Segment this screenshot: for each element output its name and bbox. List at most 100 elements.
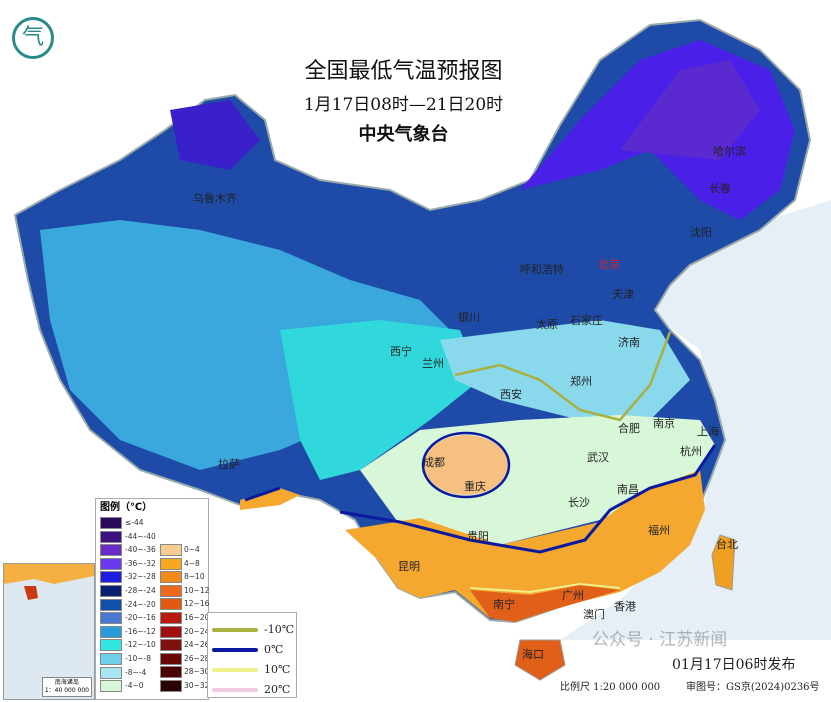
city-label: 南昌 bbox=[617, 483, 639, 496]
city-label: 乌鲁木齐 bbox=[193, 192, 237, 205]
legend-swatch bbox=[160, 571, 182, 584]
city-label: 哈尔滨 bbox=[713, 145, 746, 158]
city-label: 南京 bbox=[653, 417, 675, 430]
isoline-0c bbox=[244, 444, 717, 554]
inset-caption: 南海诸岛 1：40 000 000 bbox=[41, 677, 92, 697]
city-label: 澳门 bbox=[583, 608, 605, 621]
city-label: 沈阳 bbox=[690, 226, 712, 239]
hainan-island bbox=[514, 639, 566, 681]
south-china-sea-inset: 南海诸岛 1：40 000 000 bbox=[3, 563, 95, 700]
city-label: 天津 bbox=[612, 288, 634, 301]
legend-swatch bbox=[160, 544, 182, 556]
isoline-swatch bbox=[212, 628, 258, 632]
city-label: 合肥 bbox=[618, 422, 640, 435]
legend-swatch bbox=[100, 639, 122, 652]
legend-swatch bbox=[100, 612, 122, 625]
inset-title: 南海诸岛 bbox=[54, 679, 79, 686]
legend-swatch bbox=[100, 517, 122, 529]
city-label: 海口 bbox=[522, 648, 544, 661]
legend-label: -36~-32 bbox=[125, 558, 156, 568]
legend-swatch bbox=[100, 571, 122, 584]
legend-label: 8~10 bbox=[184, 572, 205, 582]
inset-scale: 1：40 000 000 bbox=[44, 687, 89, 694]
watermark: 公众号 · 江苏新闻 bbox=[592, 630, 728, 650]
legend-swatch bbox=[100, 680, 122, 693]
isoline-0c-sichuan bbox=[421, 431, 511, 499]
legend-label: -32~-28 bbox=[125, 572, 156, 582]
zone-teal bbox=[280, 320, 480, 480]
city-label: 香港 bbox=[614, 600, 636, 613]
map-title: 全国最低气温预报图 bbox=[304, 59, 503, 84]
legend-swatch bbox=[100, 585, 122, 597]
legend-swatch bbox=[100, 653, 122, 665]
legend-swatch bbox=[100, 598, 122, 611]
city-label: 西宁 bbox=[390, 345, 412, 358]
legend-swatch bbox=[160, 652, 182, 665]
review-number: 审图号：GS京(2024)0236号 bbox=[686, 682, 820, 693]
isoline-label: -10℃ bbox=[264, 623, 295, 636]
forecast-period: 1月17日08时—21日20时 bbox=[303, 95, 504, 115]
city-label: 太原 bbox=[536, 318, 558, 331]
legend-label: -4~0 bbox=[125, 681, 144, 691]
legend-swatch bbox=[100, 625, 122, 638]
legend-swatch bbox=[160, 612, 182, 624]
city-label: 长春 bbox=[709, 182, 731, 195]
city-label: 台北 bbox=[716, 538, 738, 551]
legend-label: 26~28 bbox=[184, 653, 210, 663]
city-label: 贵阳 bbox=[467, 530, 489, 543]
legend-label: -8~-4 bbox=[125, 667, 147, 677]
city-label: 杭州 bbox=[680, 445, 702, 458]
cma-logo: 气 bbox=[12, 17, 54, 59]
city-label: 拉萨 bbox=[218, 458, 240, 471]
city-label: 南宁 bbox=[493, 598, 515, 611]
zone-tibet-south bbox=[240, 488, 300, 510]
city-label: 武汉 bbox=[587, 451, 609, 464]
isoline-minus10 bbox=[454, 331, 672, 422]
legend-label: 10~12 bbox=[184, 585, 210, 595]
sichuan-basin-warm bbox=[424, 435, 508, 495]
legend-swatch bbox=[160, 680, 182, 692]
city-label: 郑州 bbox=[570, 375, 592, 388]
legend-title: 图例（℃） bbox=[100, 502, 153, 513]
zone-south-hot bbox=[470, 585, 620, 622]
legend-swatch bbox=[100, 544, 122, 557]
city-label: 呼和浩特 bbox=[520, 263, 564, 276]
map-scale: 比例尺 1:20 000 000 bbox=[560, 682, 661, 693]
isoline-label: 0℃ bbox=[264, 643, 284, 656]
city-label: 长沙 bbox=[568, 496, 590, 509]
legend-label: -44~-40 bbox=[125, 531, 156, 541]
legend-label: -16~-12 bbox=[125, 626, 156, 636]
legend-swatch bbox=[160, 639, 182, 652]
isoline-swatch bbox=[212, 648, 258, 652]
zone-south-warm bbox=[345, 470, 705, 622]
legend-label: 4~8 bbox=[184, 558, 200, 568]
legend-swatch bbox=[160, 598, 182, 611]
zone-deep-purple bbox=[620, 60, 760, 160]
legend-label: -24~-20 bbox=[125, 599, 156, 609]
legend-swatch bbox=[160, 584, 182, 597]
legend-label: 12~16 bbox=[184, 599, 210, 609]
issuer: 中央气象台 bbox=[358, 124, 449, 145]
isoline-swatch bbox=[212, 668, 258, 672]
inset-map bbox=[4, 564, 94, 600]
city-label: 济南 bbox=[618, 336, 640, 349]
isoline-legend: -10℃ 0℃ 10℃ 20℃ bbox=[207, 612, 297, 698]
legend-swatch bbox=[160, 557, 182, 570]
legend-label: 16~20 bbox=[184, 613, 210, 622]
city-label: 广州 bbox=[562, 589, 584, 602]
legend-swatch bbox=[100, 557, 122, 570]
legend-label: 28~30 bbox=[184, 667, 210, 677]
city-label: 成都 bbox=[423, 456, 445, 469]
isoline-label: 10℃ bbox=[264, 663, 291, 676]
legend-label: ≤-44 bbox=[125, 518, 144, 527]
legend-label: -12~-10 bbox=[125, 640, 156, 650]
city-label: 西安 bbox=[500, 388, 522, 401]
publish-time: 01月17日06时发布 bbox=[672, 657, 796, 673]
legend-swatch bbox=[100, 530, 122, 543]
legend-swatch bbox=[100, 666, 122, 679]
city-label: 福州 bbox=[648, 524, 670, 537]
legend-label: -10~-8 bbox=[125, 654, 152, 663]
color-legend: 图例（℃） ≤-44 -44~-40 -40~-36 -36~-32 -32~-28 -2… bbox=[95, 498, 209, 700]
legend-swatch bbox=[160, 625, 182, 638]
